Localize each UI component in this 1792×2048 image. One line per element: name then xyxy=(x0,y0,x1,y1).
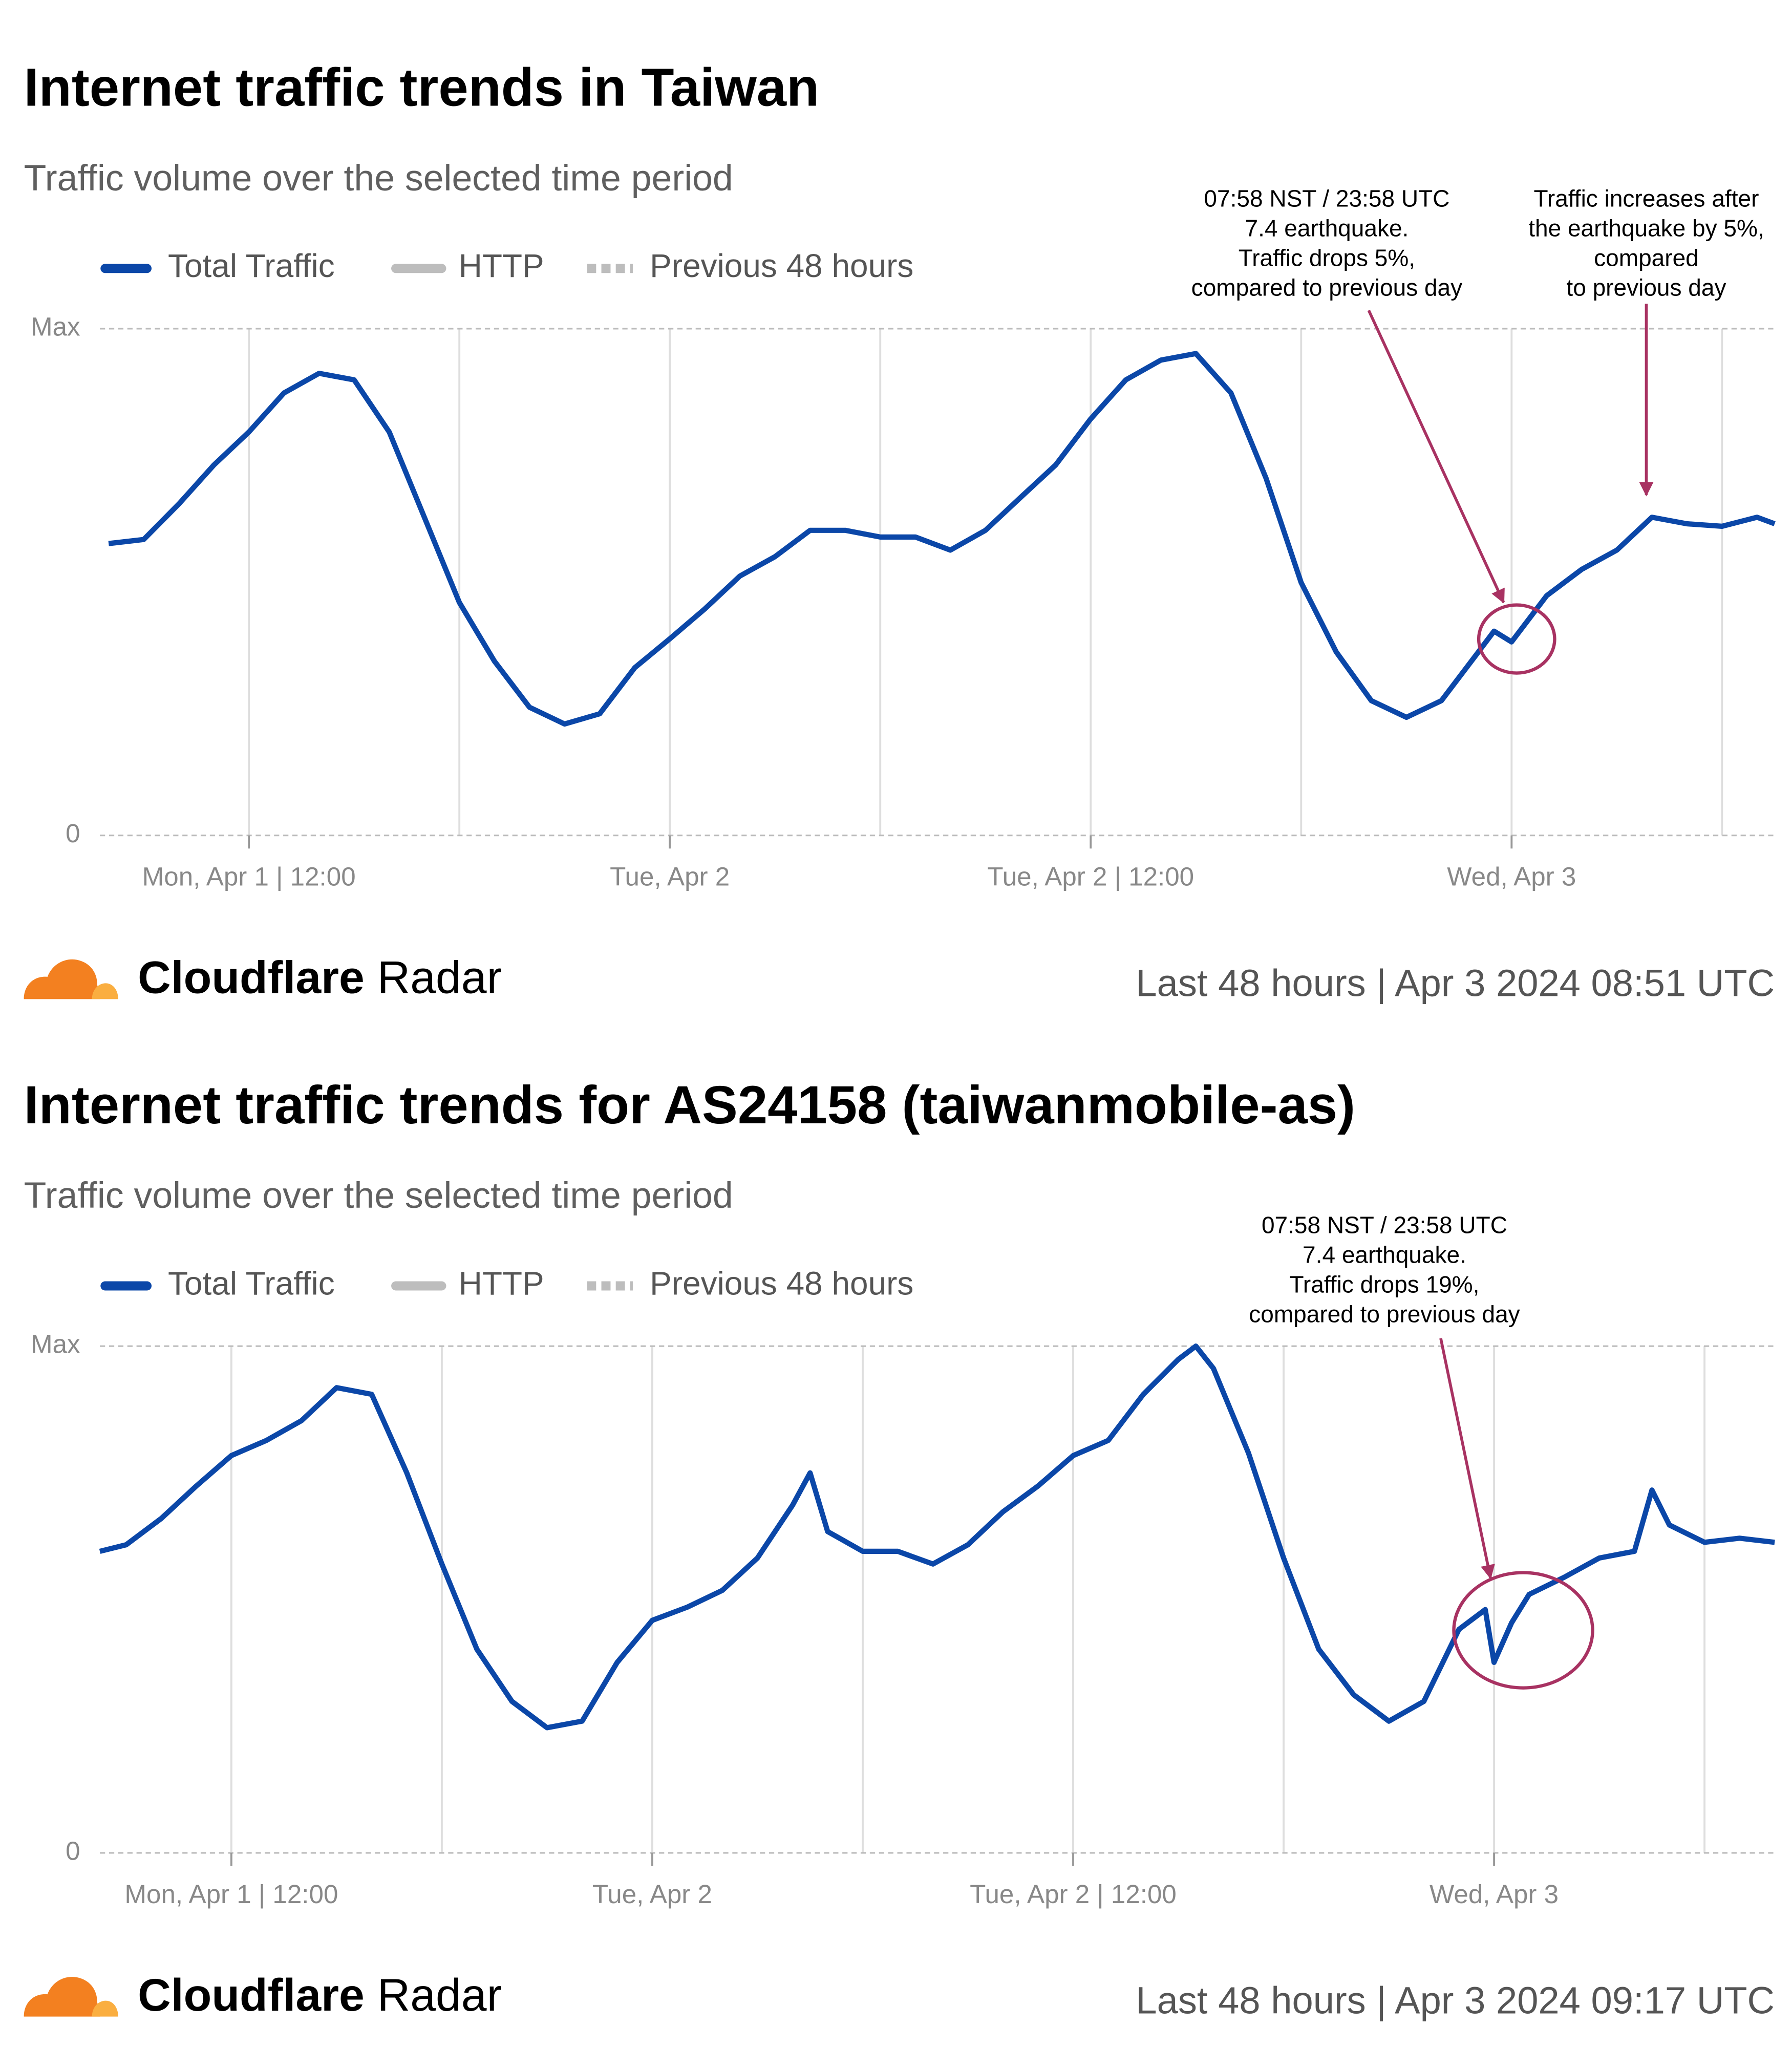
x-tick-label: Mon, Apr 1 | 12:00 xyxy=(124,1880,338,1909)
annotation: Traffic drops 19%, xyxy=(1290,1271,1480,1298)
chart-subtitle: Traffic volume over the selected time pe… xyxy=(24,1175,733,1216)
brand-product: Radar xyxy=(377,1969,502,2020)
traffic-line xyxy=(108,351,1776,727)
legend-label: Previous 48 hours xyxy=(650,247,913,284)
annotation-circle xyxy=(1477,603,1556,675)
annotation: 07:58 NST / 23:58 UTC xyxy=(1262,1212,1507,1239)
x-tick-label: Mon, Apr 1 | 12:00 xyxy=(142,862,356,891)
chart: Internet traffic trends for AS24158 (tai… xyxy=(24,1075,1775,2022)
logo-cloud xyxy=(92,983,118,999)
annotation: 7.4 earthquake. xyxy=(1303,1242,1466,1268)
brand: Cloudflare Radar xyxy=(138,951,502,1002)
footer: Last 48 hours | Apr 3 2024 08:51 UTC xyxy=(1136,962,1775,1004)
y-tick-label: Max xyxy=(31,1330,80,1359)
x-tick-label: Tue, Apr 2 | 12:00 xyxy=(987,862,1194,891)
chart-title: Internet traffic trends in Taiwan xyxy=(24,58,819,118)
annotation: to previous day xyxy=(1566,274,1726,301)
traffic-line xyxy=(99,1343,1775,1731)
brand-name: Cloudflare xyxy=(138,951,365,1002)
annotation-arrow xyxy=(1367,309,1505,604)
brand-name: Cloudflare xyxy=(138,1969,365,2020)
footer: Last 48 hours | Apr 3 2024 09:17 UTC xyxy=(1136,1979,1775,2022)
chart-subtitle: Traffic volume over the selected time pe… xyxy=(24,158,733,199)
y-tick-label: 0 xyxy=(66,1836,80,1865)
chart-title: Internet traffic trends for AS24158 (tai… xyxy=(24,1075,1355,1135)
brand: Cloudflare Radar xyxy=(138,1969,502,2020)
x-tick-label: Wed, Apr 3 xyxy=(1447,862,1576,891)
legend-label: Total Traffic xyxy=(168,1265,335,1302)
annotation-arrow xyxy=(1439,1338,1495,1580)
x-tick-label: Tue, Apr 2 | 12:00 xyxy=(970,1880,1177,1909)
annotation: Traffic drops 5%, xyxy=(1239,245,1415,271)
logo-cloud xyxy=(24,1976,100,2017)
annotation: compared to previous day xyxy=(1191,274,1462,301)
annotation: 07:58 NST / 23:58 UTC xyxy=(1204,185,1449,211)
x-tick-label: Wed, Apr 3 xyxy=(1430,1880,1559,1909)
annotation: compared xyxy=(1594,245,1699,271)
chart: Internet traffic trends in Taiwan Traffic… xyxy=(24,58,1776,1004)
annotation: compared to previous day xyxy=(1249,1301,1520,1328)
legend-label: Previous 48 hours xyxy=(650,1265,913,1302)
logo-cloud xyxy=(92,2000,118,2017)
legend-label: HTTP xyxy=(459,247,544,284)
x-tick-label: Tue, Apr 2 xyxy=(610,862,730,891)
legend-label: Total Traffic xyxy=(168,247,335,284)
annotation: 7.4 earthquake. xyxy=(1245,215,1409,242)
legend-label: HTTP xyxy=(459,1265,544,1302)
logo-cloud xyxy=(24,959,100,999)
y-tick-label: 0 xyxy=(66,819,80,848)
x-tick-label: Tue, Apr 2 xyxy=(592,1880,712,1909)
annotation: Traffic increases after xyxy=(1534,185,1759,211)
brand-product: Radar xyxy=(377,951,502,1002)
y-tick-label: Max xyxy=(31,312,80,341)
annotation: the earthquake by 5%, xyxy=(1528,215,1764,242)
annotation-circle xyxy=(1452,1571,1594,1690)
